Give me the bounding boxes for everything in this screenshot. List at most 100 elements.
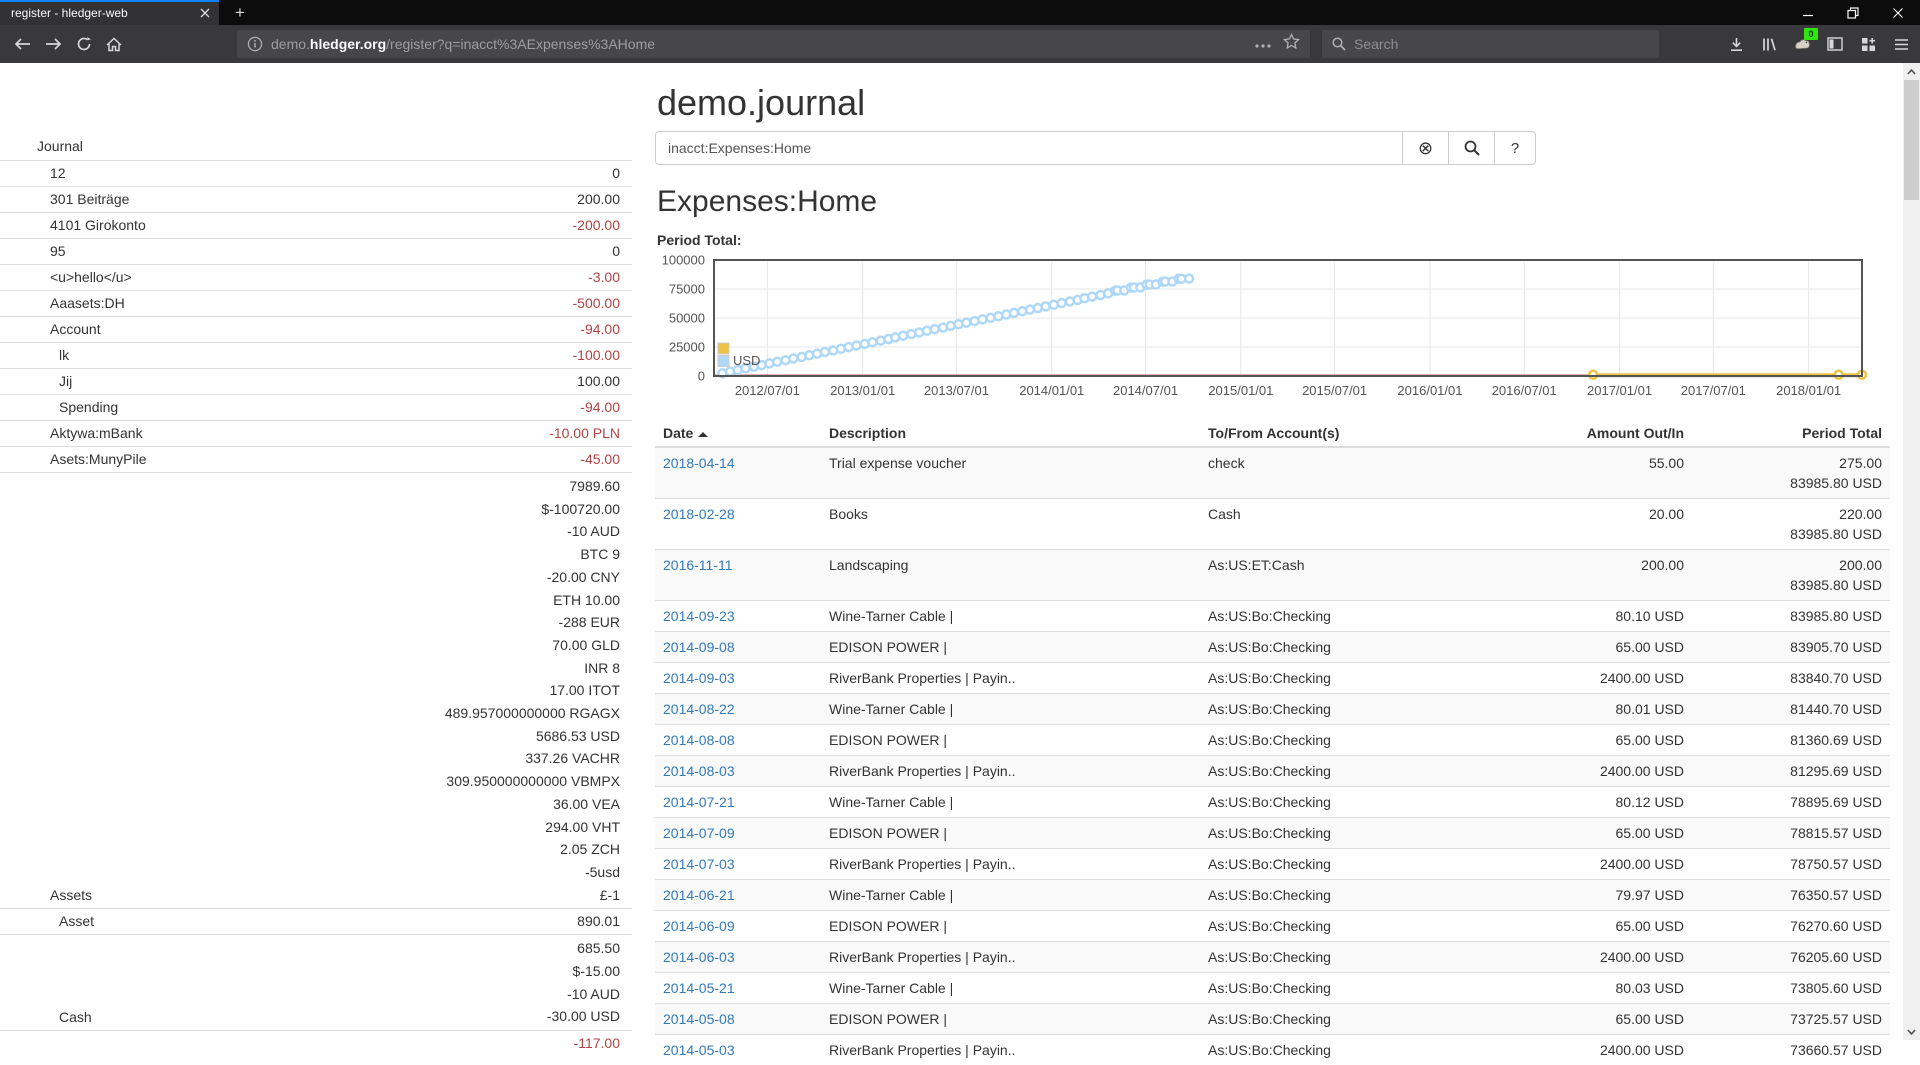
window-close-button[interactable] <box>1875 0 1920 25</box>
transaction-date-link[interactable]: 2014-05-03 <box>663 1042 735 1058</box>
tab-close-icon[interactable] <box>197 5 213 21</box>
window-minimize-button[interactable] <box>1785 0 1830 25</box>
transaction-date-link[interactable]: 2014-08-08 <box>663 732 735 748</box>
account-link[interactable]: 4101 Girokonto <box>0 215 146 236</box>
account-link[interactable]: Asets:MunyPile <box>0 449 146 470</box>
account-link[interactable]: <u>hello</u> <box>0 267 132 288</box>
transaction-date-link[interactable]: 2014-09-23 <box>663 608 735 624</box>
transaction-date-link[interactable]: 2018-04-14 <box>663 455 735 471</box>
transaction-date-link[interactable]: 2014-07-03 <box>663 856 735 872</box>
transaction-period-total: 81295.69 USD <box>1692 756 1890 787</box>
sidebar-account-row: -117.00 <box>0 1030 632 1056</box>
help-button[interactable]: ? <box>1494 131 1536 165</box>
site-info-icon[interactable] <box>247 36 263 52</box>
account-link[interactable]: lk <box>0 345 69 366</box>
account-link[interactable]: Spending <box>0 397 118 418</box>
account-link[interactable]: 95 <box>0 241 66 262</box>
bookmark-star-icon[interactable] <box>1283 33 1300 55</box>
account-link[interactable]: Assets <box>0 885 92 906</box>
transaction-row[interactable]: 2014-05-03 RiverBank Properties | Payin..… <box>655 1035 1890 1065</box>
home-icon[interactable] <box>100 32 128 56</box>
account-link[interactable]: Jij <box>0 371 72 392</box>
page-actions-icon[interactable] <box>1255 35 1271 53</box>
column-header-date[interactable]: Date <box>655 420 821 447</box>
search-button[interactable] <box>1448 131 1495 165</box>
account-link[interactable]: 301 Beiträge <box>0 189 129 210</box>
transaction-description: RiverBank Properties | Payin.. <box>821 1035 1200 1065</box>
transaction-date-link[interactable]: 2018-02-28 <box>663 506 735 522</box>
transaction-account: Cash <box>1200 499 1482 550</box>
window-restore-button[interactable] <box>1830 0 1875 25</box>
transaction-date-link[interactable]: 2014-06-21 <box>663 887 735 903</box>
clear-query-button[interactable]: ⊗ <box>1402 131 1449 165</box>
transaction-date-link[interactable]: 2014-07-09 <box>663 825 735 841</box>
scrollbar-thumb[interactable] <box>1904 80 1919 200</box>
sidebars-icon[interactable] <box>1822 32 1848 56</box>
url-bar[interactable]: demo.hledger.org/register?q=inacct%3AExp… <box>237 30 1310 58</box>
transaction-date-link[interactable]: 2014-08-03 <box>663 763 735 779</box>
transaction-date-link[interactable]: 2014-06-03 <box>663 949 735 965</box>
sidebar-journal-link[interactable]: Journal <box>0 134 632 160</box>
menu-hamburger-icon[interactable] <box>1888 32 1914 56</box>
transaction-date-link[interactable]: 2014-06-09 <box>663 918 735 934</box>
page-scrollbar[interactable] <box>1903 63 1920 1040</box>
transaction-date-link[interactable]: 2016-11-11 <box>663 557 733 573</box>
account-link[interactable]: Aktywa:mBank <box>0 423 143 444</box>
query-input[interactable] <box>655 131 1403 165</box>
transaction-amount: 200.00 <box>1482 550 1692 601</box>
transaction-date-link[interactable]: 2014-07-21 <box>663 794 735 810</box>
account-balance: 0 <box>612 163 620 184</box>
account-link[interactable]: Cash <box>0 1007 92 1028</box>
browser-search-field[interactable]: Search <box>1322 30 1659 58</box>
browser-tab[interactable]: register - hledger-web <box>0 0 219 25</box>
transaction-date-link[interactable]: 2014-05-21 <box>663 980 735 996</box>
account-link[interactable]: 12 <box>0 163 66 184</box>
scrollbar-up-icon[interactable] <box>1903 63 1920 80</box>
x-axis-label: 2016/01/01 <box>1397 383 1462 398</box>
forward-icon[interactable] <box>39 32 67 56</box>
transaction-date-link[interactable]: 2014-09-03 <box>663 670 735 686</box>
downloads-icon[interactable] <box>1723 32 1749 56</box>
grid-add-icon[interactable] <box>1855 32 1881 56</box>
back-icon[interactable] <box>8 32 36 56</box>
transaction-amount: 80.10 USD <box>1482 601 1692 632</box>
new-tab-button[interactable]: + <box>228 2 252 24</box>
transaction-amount: 65.00 USD <box>1482 911 1692 942</box>
account-link[interactable]: Account <box>0 319 101 340</box>
transaction-account: As:US:Bo:Checking <box>1200 601 1482 632</box>
y-axis-label: 100000 <box>662 254 705 268</box>
scrollbar-down-icon[interactable] <box>1903 1023 1920 1040</box>
account-link[interactable]: Asset <box>0 911 94 932</box>
account-link[interactable]: Aaasets:DH <box>0 293 125 314</box>
reload-icon[interactable] <box>70 32 98 56</box>
library-icon[interactable] <box>1756 32 1782 56</box>
transaction-date-link[interactable]: 2014-05-08 <box>663 1011 735 1027</box>
transaction-date-link[interactable]: 2014-09-08 <box>663 639 735 655</box>
tab-title: register - hledger-web <box>11 6 128 20</box>
transaction-date-link[interactable]: 2014-08-22 <box>663 701 735 717</box>
extension-icon[interactable]: 0 <box>1789 32 1815 56</box>
